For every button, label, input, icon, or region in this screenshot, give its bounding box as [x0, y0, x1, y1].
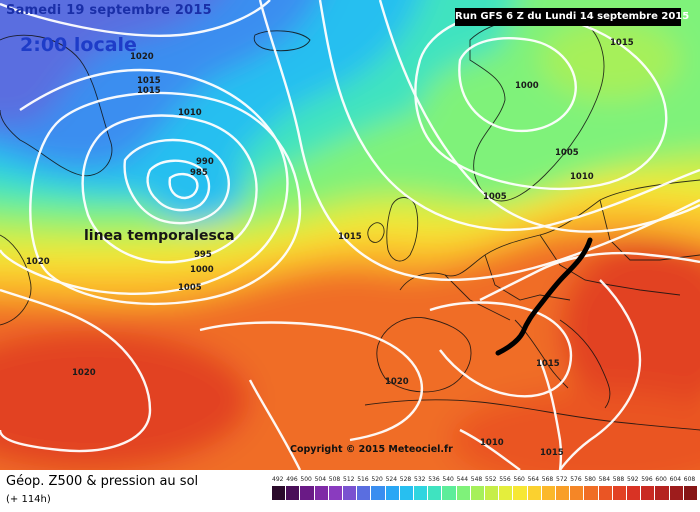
isobar-label: 1020: [130, 52, 154, 62]
scale-tick: 544: [456, 476, 469, 483]
scale-tick: 516: [357, 476, 369, 483]
scale-swatch: [300, 486, 314, 500]
run-info: Run GFS 6 Z du Lundi 14 septembre 2015: [455, 8, 689, 26]
isobar-label: 1000: [515, 81, 539, 91]
scale-tick: 496: [286, 476, 298, 483]
copyright: Copyright © 2015 Meteociel.fr: [290, 444, 453, 455]
scale-swatch: [428, 486, 442, 500]
scale-swatch: [328, 486, 342, 500]
scale-swatch: [385, 486, 399, 500]
isobar-label: 1020: [385, 377, 409, 387]
scale-swatch: [513, 486, 527, 500]
scale-swatch: [442, 486, 456, 500]
isobar-label: 1015: [338, 232, 362, 242]
scale-tick: 564: [527, 476, 540, 483]
scale-tick: 608: [683, 476, 696, 483]
scale-swatch: [570, 486, 584, 500]
scale-swatch: [343, 486, 357, 500]
scale-tick: 520: [371, 476, 383, 483]
scale-swatch: [371, 486, 385, 500]
isobar-label: 990: [196, 157, 214, 167]
scale-tick: 524: [385, 476, 398, 483]
scale-tick: 568: [541, 476, 554, 483]
scale-tick: 508: [328, 476, 341, 483]
scale-tick: 600: [655, 476, 667, 483]
isobar-label: 1005: [483, 192, 507, 202]
scale-swatch: [598, 486, 612, 500]
isobar-label: 1010: [480, 438, 504, 448]
scale-swatch: [641, 486, 655, 500]
scale-swatch: [683, 486, 697, 500]
scale-tick: 492: [272, 476, 284, 483]
isobar-lines: [0, 0, 700, 470]
isobar-label: 1015: [137, 76, 161, 86]
isobar-label: 995: [194, 250, 212, 260]
scale-swatch: [286, 486, 300, 500]
isobar-label: 1010: [570, 172, 594, 182]
scale-swatch: [399, 486, 413, 500]
scale-tick: 512: [343, 476, 355, 483]
isobar-label: 1000: [190, 265, 214, 275]
forecast-lead: (+ 114h): [6, 494, 51, 505]
isobar-label: 1015: [610, 38, 634, 48]
scale-tick: 552: [485, 476, 497, 483]
scale-tick: 500: [300, 476, 312, 483]
isobar-label: 1005: [178, 283, 202, 293]
isobar-label: 1015: [540, 448, 564, 458]
isobar-label: 1015: [137, 86, 161, 96]
scale-swatch: [456, 486, 470, 500]
scale-tick: 536: [428, 476, 440, 483]
scale-swatch: [627, 486, 641, 500]
scale-tick: 556: [499, 476, 511, 483]
local-hour: 2:00 locale: [20, 34, 137, 56]
scale-swatch: [655, 486, 669, 500]
map-title: Géop. Z500 & pression au sol: [6, 474, 199, 489]
scale-tick: 560: [513, 476, 525, 483]
thunderstorm-line-label: linea temporalesca: [84, 228, 235, 244]
scale-swatch: [584, 486, 598, 500]
isobar-label: 1020: [26, 257, 50, 267]
scale-tick: 576: [570, 476, 582, 483]
scale-swatch: [414, 486, 428, 500]
scale-tick: 572: [556, 476, 568, 483]
scale-tick: 540: [442, 476, 454, 483]
scale-tick: 548: [470, 476, 483, 483]
isobar-label: 1015: [536, 359, 560, 369]
scale-tick: 528: [399, 476, 412, 483]
scale-swatch: [527, 486, 541, 500]
scale-tick: 584: [598, 476, 611, 483]
scale-swatch: [499, 486, 513, 500]
scale-swatch: [669, 486, 683, 500]
scale-tick: 604: [669, 476, 682, 483]
scale-swatch: [470, 486, 484, 500]
isobar-label: 985: [190, 168, 208, 178]
isobar-label: 1010: [178, 108, 202, 118]
scale-tick: 596: [641, 476, 653, 483]
forecast-date: Samedi 19 septembre 2015: [6, 3, 212, 18]
scale-swatch: [272, 486, 286, 500]
scale-tick: 592: [627, 476, 639, 483]
isobar-label: 1005: [555, 148, 579, 158]
scale-tick: 532: [414, 476, 426, 483]
scale-swatch: [556, 486, 570, 500]
scale-tick: 580: [584, 476, 596, 483]
scale-swatch: [314, 486, 328, 500]
scale-swatch: [612, 486, 626, 500]
thunderstorm-line: [495, 237, 593, 356]
scale-swatch: [485, 486, 499, 500]
scale-swatch: [541, 486, 555, 500]
isobar-label: 1020: [72, 368, 96, 378]
scale-swatch: [357, 486, 371, 500]
scale-tick: 504: [314, 476, 327, 483]
scale-tick: 588: [612, 476, 625, 483]
weather-map: Samedi 19 septembre 2015 2:00 locale Run…: [0, 0, 700, 470]
map-canvas: [0, 0, 700, 470]
color-scale: 492 496 500 504 508 512 516 520 524 528 532 536 540 5…: [272, 476, 700, 512]
